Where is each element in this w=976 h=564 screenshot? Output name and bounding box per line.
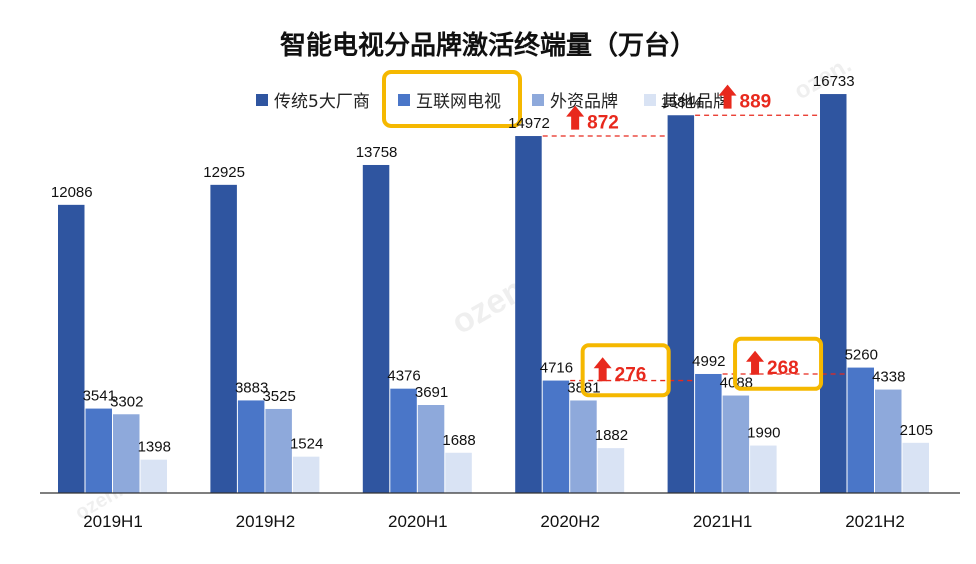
bar xyxy=(722,395,750,493)
bar xyxy=(570,400,597,493)
legend-label: 互联网电视 xyxy=(416,92,501,112)
legend-label: 传统5大厂商 xyxy=(274,92,370,112)
data-label: 14972 xyxy=(508,115,550,132)
legend-swatch xyxy=(398,94,410,106)
bar xyxy=(515,136,542,493)
x-tick-label: 2019H1 xyxy=(83,512,143,531)
bar xyxy=(390,388,417,493)
data-label: 3541 xyxy=(83,388,116,405)
bar xyxy=(667,115,695,494)
increase-highlight-box xyxy=(580,343,671,398)
data-label: 13758 xyxy=(356,144,398,161)
bar xyxy=(140,459,167,493)
bar xyxy=(265,408,292,493)
legend-highlight-box xyxy=(382,70,522,128)
data-label: 3525 xyxy=(262,388,295,405)
legend-swatch xyxy=(644,94,656,106)
data-label: 1524 xyxy=(290,436,323,453)
data-label: 4716 xyxy=(540,360,573,377)
data-label: 1990 xyxy=(747,425,780,442)
data-label: 12925 xyxy=(203,164,245,181)
x-tick-label: 2019H2 xyxy=(236,512,296,531)
bar xyxy=(85,408,112,493)
legend-swatch xyxy=(532,94,544,106)
increase-label: 268 xyxy=(767,358,799,379)
data-label: 5260 xyxy=(845,347,878,364)
up-arrow-icon xyxy=(593,357,612,382)
data-label: 3302 xyxy=(110,393,143,410)
bar xyxy=(695,373,722,493)
increase-label: 872 xyxy=(587,113,619,134)
bar xyxy=(445,452,472,493)
bar xyxy=(362,164,390,493)
bar xyxy=(875,389,902,493)
data-label: 4992 xyxy=(692,353,725,370)
bar xyxy=(902,442,929,493)
bar xyxy=(542,380,570,493)
x-tick-label: 2020H1 xyxy=(388,512,448,531)
legend-label: 其他品牌 xyxy=(662,92,730,112)
chart-title: 智能电视分品牌激活终端量（万台） xyxy=(280,30,696,61)
data-label: 1882 xyxy=(595,427,628,444)
bar xyxy=(597,448,625,493)
bar xyxy=(292,456,320,493)
bar xyxy=(820,94,847,493)
legend-label: 外资品牌 xyxy=(550,92,618,112)
data-label: 16733 xyxy=(813,73,855,90)
legend-swatch xyxy=(256,94,268,106)
data-label: 12086 xyxy=(51,184,93,201)
data-label: 4338 xyxy=(872,369,905,386)
up-arrow-icon xyxy=(566,105,585,130)
bar xyxy=(113,414,140,493)
bar xyxy=(417,404,445,493)
bar xyxy=(210,184,237,493)
x-tick-labels: 2019H1 2019H2 2020H1 2020H2 2021H1 2021H2 xyxy=(83,512,905,531)
data-label: 1688 xyxy=(442,432,475,449)
bar xyxy=(58,204,85,494)
up-arrow-icon xyxy=(718,84,737,109)
increase-highlight-box xyxy=(733,336,824,391)
bar xyxy=(237,400,265,493)
data-label: 1398 xyxy=(138,439,171,456)
x-tick-label: 2020H2 xyxy=(540,512,600,531)
annotations: 872 889 276 268 xyxy=(542,84,848,398)
data-label: 4376 xyxy=(387,368,420,385)
data-label: 2105 xyxy=(900,422,933,439)
increase-label: 276 xyxy=(615,364,647,385)
data-label: 3691 xyxy=(415,384,448,401)
data-label: 15844 xyxy=(660,94,702,111)
data-label: 3883 xyxy=(235,379,268,396)
legend: 传统5大厂商 互联网电视 外资品牌 其他品牌 xyxy=(256,70,730,128)
x-tick-label: 2021H1 xyxy=(693,512,753,531)
up-arrow-icon xyxy=(746,350,765,375)
increase-label: 889 xyxy=(740,92,772,113)
bar xyxy=(847,367,874,493)
x-tick-label: 2021H2 xyxy=(845,512,905,531)
bar xyxy=(750,445,777,493)
